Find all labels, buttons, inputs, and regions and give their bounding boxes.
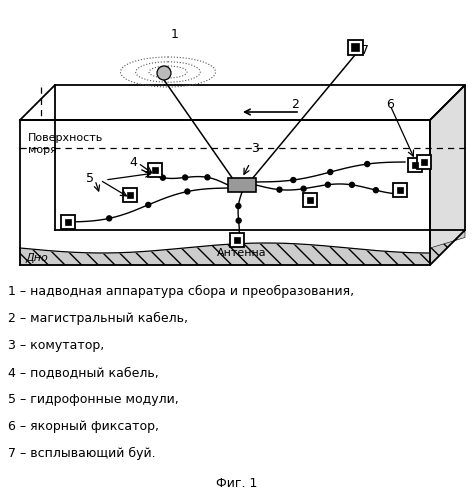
Circle shape	[161, 175, 165, 180]
Text: 5: 5	[86, 172, 94, 184]
Text: 4: 4	[129, 156, 137, 168]
Bar	[61, 215, 75, 229]
Text: 4 – подводный кабель,: 4 – подводный кабель,	[8, 366, 159, 379]
Circle shape	[107, 216, 112, 221]
Bar	[234, 236, 240, 244]
Text: 7: 7	[361, 44, 369, 57]
Polygon shape	[20, 120, 430, 265]
Text: 6 – якорный фиксатор,: 6 – якорный фиксатор,	[8, 420, 159, 433]
Text: Фиг. 1: Фиг. 1	[216, 477, 257, 490]
Bar	[412, 162, 418, 168]
Polygon shape	[430, 85, 465, 265]
Polygon shape	[430, 230, 465, 265]
Bar	[408, 158, 422, 172]
Text: Антенна: Антенна	[217, 248, 267, 258]
Polygon shape	[20, 243, 430, 265]
Text: 2: 2	[291, 98, 299, 112]
Circle shape	[146, 202, 151, 207]
Bar	[127, 192, 133, 198]
Bar	[307, 196, 314, 203]
Bar	[123, 188, 137, 202]
Bar	[348, 40, 362, 54]
Text: 7 – всплывающий буй.: 7 – всплывающий буй.	[8, 447, 156, 460]
Bar	[230, 233, 244, 247]
Text: Поверхность
моря: Поверхность моря	[28, 133, 103, 156]
Bar	[421, 158, 428, 166]
Circle shape	[236, 218, 241, 223]
Bar	[303, 193, 317, 207]
Circle shape	[301, 186, 306, 191]
Circle shape	[373, 188, 379, 192]
Text: 1 – надводная аппаратура сбора и преобразования,: 1 – надводная аппаратура сбора и преобра…	[8, 285, 354, 298]
Text: 6: 6	[386, 98, 394, 112]
Circle shape	[365, 162, 370, 166]
Polygon shape	[20, 85, 465, 120]
Bar	[148, 163, 162, 177]
Text: 5 – гидрофонные модули,: 5 – гидрофонные модули,	[8, 393, 179, 406]
Polygon shape	[20, 120, 430, 253]
Circle shape	[185, 189, 190, 194]
Text: 2 – магистральный кабель,: 2 – магистральный кабель,	[8, 312, 188, 325]
Text: 3 – комутатор,: 3 – комутатор,	[8, 339, 104, 352]
Bar	[152, 166, 158, 173]
Text: 1: 1	[171, 28, 179, 42]
Bar	[352, 44, 359, 51]
Circle shape	[183, 175, 188, 180]
Circle shape	[350, 182, 354, 188]
Text: Дно: Дно	[25, 253, 48, 263]
Circle shape	[236, 204, 241, 208]
Bar	[228, 178, 256, 192]
Bar	[397, 186, 403, 194]
Circle shape	[205, 175, 210, 180]
Bar	[65, 218, 71, 226]
Circle shape	[157, 66, 171, 80]
Circle shape	[277, 187, 282, 192]
Text: 3: 3	[251, 142, 259, 154]
Circle shape	[328, 170, 333, 174]
Circle shape	[291, 178, 296, 182]
Bar	[417, 155, 431, 169]
Circle shape	[325, 182, 330, 187]
Bar	[393, 183, 407, 197]
